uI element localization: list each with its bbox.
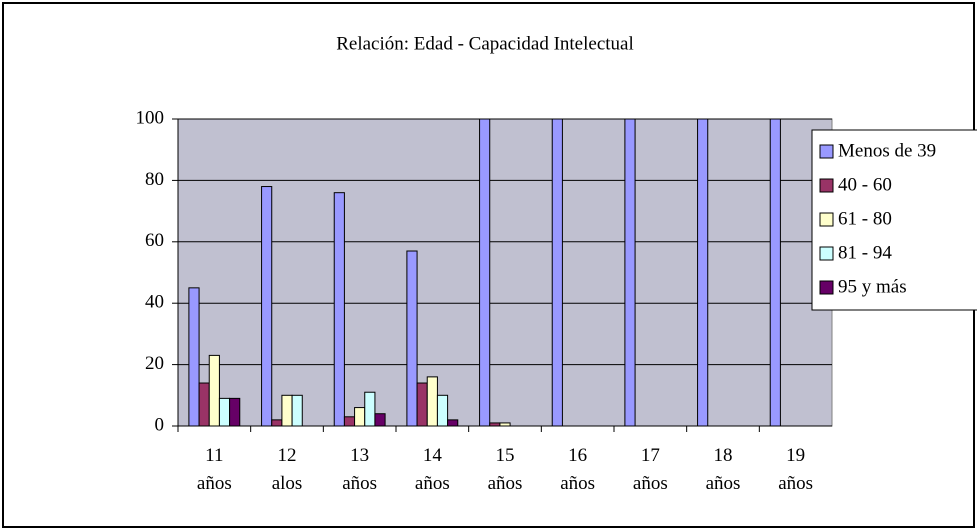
bar [551,118,563,427]
bar [426,376,438,427]
x-tick-label: 18 años [705,445,741,494]
bar [624,118,636,427]
x-tick-label: 15 años [487,445,523,494]
bar [198,382,210,427]
y-tick-label: 80 [145,169,164,190]
y-tick-label: 0 [155,414,165,435]
bar [333,192,345,427]
legend-label: 40 - 60 [838,174,892,195]
x-tick-label: 12 alos [271,445,303,494]
bar [188,287,200,427]
bar [769,118,781,427]
y-tick-label: 40 [145,292,164,313]
y-tick-label: 100 [136,107,165,128]
bar [406,250,418,427]
bar [447,419,459,427]
bar [271,419,283,427]
legend-label: Menos de 39 [838,140,936,161]
y-tick-label: 20 [145,353,164,374]
bar [229,397,241,427]
x-tick-label: 19 años [778,445,814,494]
bar [218,397,231,427]
legend-swatch [819,178,834,193]
bar [697,118,709,427]
bar [281,394,293,427]
x-tick-label: 17 años [632,445,668,494]
x-tick-label: 14 años [414,445,450,494]
bar [354,407,366,427]
y-tick-label: 60 [145,230,164,251]
legend-swatch [819,246,834,261]
bar [343,416,356,427]
legend-label: 95 y más [838,276,907,297]
bar [436,394,449,427]
x-tick-label: 11 años [196,445,232,494]
x-tick-label: 16 años [560,445,596,494]
x-tick-label: 13 años [342,445,378,494]
legend-swatch [819,144,834,159]
legend-swatch [819,280,834,295]
bar [499,422,511,427]
legend-label: 81 - 94 [838,242,892,263]
bar [261,186,273,427]
legend-label: 61 - 80 [838,208,892,229]
bar [364,391,376,427]
plot-background [177,118,833,427]
legend-box [811,129,977,311]
bar [416,382,428,427]
bar [208,354,220,427]
legend-swatch [819,212,834,227]
bar [479,118,491,427]
bar [489,422,501,427]
bar [374,413,386,427]
chart-title: Relación: Edad - Capacidad Intelectual [336,33,634,54]
bar [291,394,303,427]
